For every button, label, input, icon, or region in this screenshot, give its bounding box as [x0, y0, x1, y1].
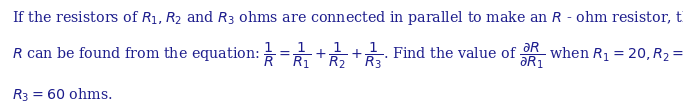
- Text: $R$ can be found from the equation: $\dfrac{1}{R} = \dfrac{1}{R_1} + \dfrac{1}{R: $R$ can be found from the equation: $\df…: [12, 40, 683, 71]
- Text: If the resistors of $R_1, R_2$ and $R_3$ ohms are connected in parallel to make : If the resistors of $R_1, R_2$ and $R_3$…: [12, 9, 683, 26]
- Text: $R_3 = 60$ ohms.: $R_3 = 60$ ohms.: [12, 86, 113, 103]
